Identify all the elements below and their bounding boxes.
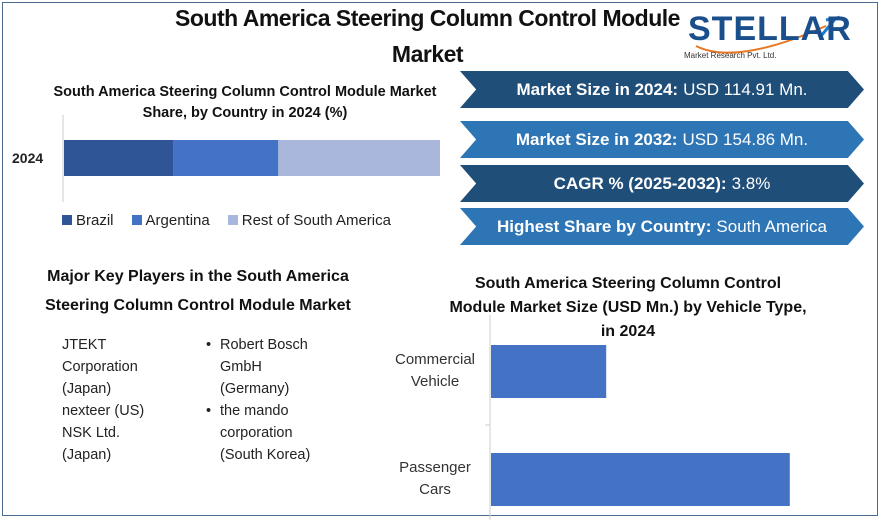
vehicle-chart: Commercial Vehicle Passenger Cars — [395, 315, 790, 520]
legend-label: Brazil — [76, 212, 114, 229]
stat-label: Highest Share by Country: — [497, 216, 712, 236]
legend-label: Argentina — [145, 212, 210, 229]
share-bar-argentina — [173, 140, 279, 176]
stat-label: Market Size in 2024: — [516, 79, 679, 99]
stat-value: 3.8% — [731, 173, 771, 193]
stat-banner-cagr: CAGR % (2025-2032): 3.8% — [460, 165, 864, 202]
player-item: nexteer (US) — [62, 403, 145, 419]
share-legend: Brazil Argentina Rest of South America — [62, 212, 391, 229]
logo-word: STELLAR — [688, 10, 852, 48]
share-chart-title: South America Steering Column Control Mo… — [53, 84, 437, 121]
frame — [2, 2, 878, 516]
players-col2: • Robert Bosch GmbH (Germany) • the mando … — [206, 334, 326, 466]
stat-banner-share: Highest Share by Country: South America — [460, 208, 864, 245]
vehicle-chart-title: South America Steering Column Control Mo… — [449, 275, 807, 340]
legend-label: Rest of South America — [241, 212, 391, 229]
legend-swatch — [131, 215, 142, 225]
player-item: Robert Bosch GmbH (Germany) — [220, 337, 308, 397]
share-bar-rest-of-south-america — [278, 140, 440, 176]
stellar-logo: STELLAR Market Research Pvt. Ltd. — [676, 6, 851, 64]
vehicle-category-label: Passenger Cars — [399, 459, 471, 498]
page-title: South America Steering Column Control Mo… — [175, 5, 680, 67]
player-item: the mando corporation (South Korea) — [220, 403, 311, 463]
stat-value: USD 114.91 Mn. — [683, 79, 808, 99]
stat-banner-2032: Market Size in 2032: USD 154.86 Mn. — [460, 121, 864, 158]
share-category-label: 2024 — [12, 150, 43, 166]
share-bar-brazil — [64, 140, 174, 176]
stat-banner-2024: Market Size in 2024: USD 114.91 Mn. — [460, 71, 864, 108]
legend-item: Argentina — [131, 212, 210, 229]
legend-swatch — [227, 215, 238, 225]
player-item: NSK Ltd. (Japan) — [62, 425, 121, 463]
legend-swatch — [62, 215, 72, 225]
player-item: JTEKT Corporation (Japan) — [62, 337, 138, 397]
logo-tagline: Market Research Pvt. Ltd. — [684, 51, 777, 60]
vehicle-bar — [491, 453, 790, 506]
stat-value: South America — [716, 216, 827, 236]
legend-item: Rest of South America — [227, 212, 391, 229]
players-title: Major Key Players in the South America S… — [45, 268, 351, 314]
vehicle-category-label: Commercial Vehicle — [395, 351, 475, 390]
stat-label: Market Size in 2032: — [515, 129, 678, 149]
players-col1: JTEKT Corporation (Japan) nexteer (US) N… — [62, 334, 162, 466]
stat-value: USD 154.86 Mn. — [682, 129, 809, 149]
vehicle-bar — [491, 345, 607, 398]
stat-label: CAGR % (2025-2032): — [553, 173, 727, 193]
legend-item: Brazil — [62, 212, 114, 229]
share-chart: 2024 — [12, 115, 440, 202]
